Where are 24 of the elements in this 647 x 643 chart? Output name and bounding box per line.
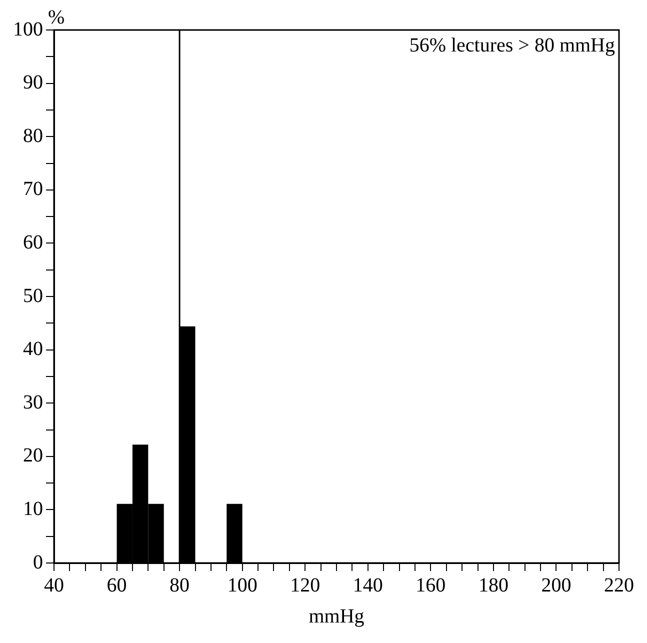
x-tick-label: 180 (478, 574, 508, 596)
x-tick-label: 100 (227, 574, 258, 596)
x-tick-label: 60 (106, 574, 127, 596)
y-tick-label: 80 (23, 124, 43, 147)
y-tick-label: 90 (23, 72, 43, 94)
y-tick-label: 60 (23, 231, 43, 254)
y-tick-label: 50 (23, 284, 43, 307)
y-tick-label: 10 (23, 498, 43, 520)
y-tick-label: 100 (13, 18, 43, 40)
x-tick-label: 80 (170, 574, 190, 596)
x-tick-label: 200 (541, 574, 572, 596)
y-tick-label: 40 (23, 338, 43, 360)
y-tick-label: 70 (23, 178, 43, 200)
x-tick-label: 40 (44, 574, 64, 596)
x-tick-label: 220 (604, 574, 634, 596)
x-tick-label: 120 (290, 574, 320, 596)
y-tick-label: 30 (23, 391, 43, 414)
x-tick-label: 140 (352, 574, 383, 596)
annotation: 56% lectures > 80 mmHg (409, 34, 615, 56)
y-tick-label: 20 (23, 444, 43, 467)
y-axis-title: % (48, 6, 65, 28)
x-axis-title: mmHg (308, 605, 364, 628)
x-tick-label: 160 (416, 574, 446, 596)
y-tick-label: 0 (33, 551, 43, 574)
